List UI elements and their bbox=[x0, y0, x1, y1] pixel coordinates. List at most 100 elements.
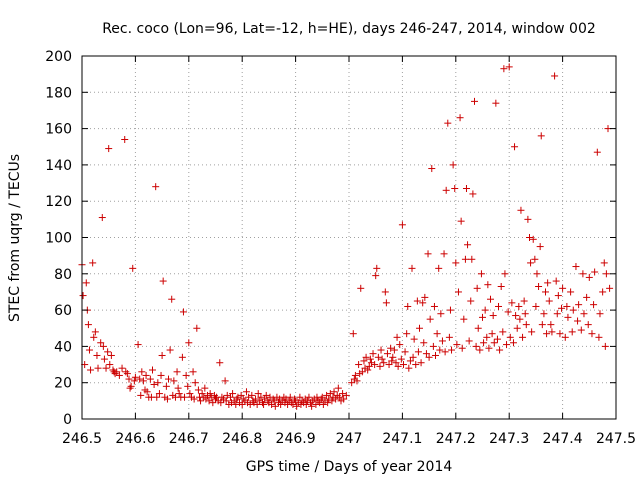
data-point bbox=[532, 302, 540, 310]
data-point bbox=[441, 348, 449, 356]
data-point bbox=[483, 333, 491, 341]
data-point bbox=[334, 384, 342, 392]
data-point bbox=[497, 283, 505, 291]
data-point bbox=[572, 263, 580, 271]
data-point bbox=[94, 364, 102, 372]
data-point bbox=[376, 362, 384, 370]
data-point bbox=[513, 324, 521, 332]
data-point bbox=[446, 306, 454, 314]
data-point bbox=[468, 255, 476, 263]
data-point bbox=[93, 351, 101, 359]
data-point bbox=[366, 355, 374, 363]
data-point bbox=[472, 342, 480, 350]
data-point bbox=[456, 114, 464, 122]
data-point bbox=[558, 304, 566, 312]
y-tick-label: 20 bbox=[54, 376, 72, 392]
data-point bbox=[540, 310, 548, 318]
data-point bbox=[107, 351, 115, 359]
data-point bbox=[461, 255, 469, 263]
y-axis-title: STEC from uqrg / TECUs bbox=[7, 154, 23, 322]
data-point bbox=[425, 353, 433, 361]
data-point bbox=[353, 377, 361, 385]
data-point bbox=[245, 393, 253, 401]
data-point bbox=[515, 302, 523, 310]
data-point bbox=[477, 270, 485, 278]
data-point bbox=[496, 346, 504, 354]
data-point bbox=[312, 400, 320, 408]
data-point bbox=[233, 395, 241, 403]
data-point bbox=[372, 272, 380, 280]
data-point bbox=[264, 397, 272, 405]
data-point bbox=[155, 390, 163, 398]
data-point bbox=[184, 382, 192, 390]
data-point bbox=[206, 390, 214, 398]
data-point bbox=[548, 328, 556, 336]
data-point bbox=[325, 395, 333, 403]
data-point bbox=[377, 346, 385, 354]
data-point bbox=[159, 277, 167, 285]
data-point bbox=[585, 273, 593, 281]
data-point bbox=[269, 395, 277, 403]
data-point bbox=[277, 400, 285, 408]
data-point bbox=[97, 339, 105, 347]
data-point bbox=[111, 370, 119, 378]
data-point bbox=[385, 361, 393, 369]
data-point bbox=[239, 395, 247, 403]
data-point bbox=[529, 235, 537, 243]
data-point bbox=[436, 346, 444, 354]
data-point bbox=[286, 393, 294, 401]
y-tick-label: 0 bbox=[63, 412, 72, 428]
data-point bbox=[197, 397, 205, 405]
data-point bbox=[599, 288, 607, 296]
x-axis-title: GPS time / Days of year 2014 bbox=[246, 459, 453, 475]
data-point bbox=[216, 359, 224, 367]
data-point bbox=[492, 99, 500, 107]
data-point bbox=[105, 145, 113, 153]
data-point bbox=[464, 241, 472, 249]
data-point bbox=[113, 368, 121, 376]
data-point bbox=[519, 333, 527, 341]
data-point bbox=[527, 259, 535, 267]
data-point bbox=[583, 293, 591, 301]
data-point bbox=[154, 379, 162, 387]
x-tick-label: 246.8 bbox=[222, 431, 262, 447]
data-point bbox=[405, 364, 413, 372]
data-point bbox=[403, 330, 411, 338]
data-point bbox=[232, 400, 240, 408]
data-point bbox=[258, 399, 266, 407]
data-point bbox=[323, 391, 331, 399]
data-point bbox=[316, 399, 324, 407]
data-point bbox=[261, 395, 269, 403]
data-point bbox=[600, 259, 608, 267]
data-point bbox=[242, 388, 250, 396]
data-point bbox=[453, 341, 461, 349]
data-point bbox=[454, 288, 462, 296]
data-point bbox=[408, 264, 416, 272]
data-point bbox=[173, 368, 181, 376]
data-point bbox=[229, 390, 237, 398]
data-point bbox=[217, 399, 225, 407]
data-point bbox=[542, 288, 550, 296]
data-point bbox=[185, 339, 193, 347]
data-point bbox=[596, 310, 604, 318]
data-point bbox=[157, 371, 165, 379]
data-point bbox=[569, 306, 577, 314]
data-point bbox=[460, 315, 468, 323]
data-point bbox=[127, 382, 135, 390]
data-point bbox=[433, 330, 441, 338]
data-point bbox=[382, 299, 390, 307]
grid bbox=[82, 56, 616, 419]
data-point bbox=[148, 366, 156, 374]
data-point bbox=[420, 339, 428, 347]
data-point bbox=[253, 400, 261, 408]
data-point bbox=[289, 400, 297, 408]
data-point bbox=[419, 299, 427, 307]
data-point bbox=[118, 364, 126, 372]
data-point bbox=[501, 270, 509, 278]
data-point bbox=[226, 393, 234, 401]
data-point bbox=[248, 391, 256, 399]
data-point bbox=[362, 353, 370, 361]
data-point bbox=[444, 119, 452, 127]
data-point bbox=[488, 330, 496, 338]
